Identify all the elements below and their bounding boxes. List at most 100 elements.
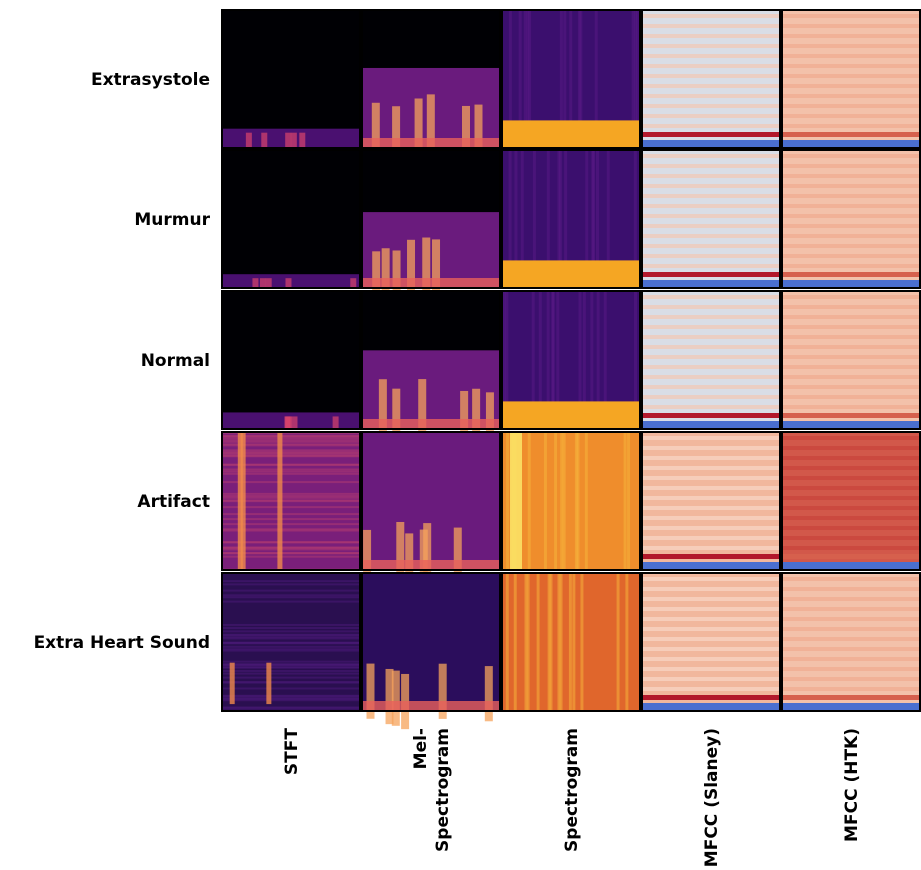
- border: [781, 572, 921, 712]
- noise: [222, 444, 360, 447]
- noise: [222, 672, 360, 675]
- border: [641, 9, 781, 149]
- stripe: [514, 150, 518, 288]
- noise: [222, 499, 360, 502]
- stripe: [782, 244, 920, 248]
- stripe: [642, 214, 780, 218]
- noise: [222, 443, 360, 446]
- stripe: [642, 84, 780, 88]
- stripe: [595, 150, 599, 288]
- border: [221, 431, 361, 571]
- stripe: [642, 577, 780, 581]
- stripe: [782, 546, 920, 550]
- stripe: [782, 114, 920, 118]
- stripe: [633, 150, 637, 288]
- stripe: [782, 446, 920, 450]
- stripe: [782, 577, 920, 581]
- spectrogram-image: [361, 290, 501, 448]
- stripe: [606, 150, 610, 288]
- border: [361, 149, 501, 289]
- burst: [460, 390, 469, 447]
- noise: [222, 453, 360, 456]
- spectrogram-image: [361, 149, 501, 307]
- noise: [222, 481, 360, 484]
- noise: [222, 634, 360, 637]
- base: [362, 560, 500, 570]
- stripe: [782, 496, 920, 500]
- stripe: [782, 234, 920, 238]
- stripe: [782, 335, 920, 339]
- stripe: [642, 667, 780, 671]
- stripe: [782, 466, 920, 470]
- stripe: [782, 536, 920, 540]
- spectrogram-image: [781, 9, 921, 149]
- stripe: [642, 506, 780, 510]
- stripe: [782, 174, 920, 178]
- noise: [222, 463, 360, 466]
- border: [361, 9, 501, 149]
- spectrogram-image: [361, 572, 501, 730]
- noise: [222, 627, 360, 630]
- blue-base: [782, 421, 920, 429]
- spectrogram-image: [781, 572, 921, 712]
- border: [781, 9, 921, 149]
- stripe: [625, 573, 629, 711]
- spectrogram-image: [641, 9, 781, 149]
- red-line: [642, 554, 780, 559]
- stripe: [568, 573, 572, 711]
- border: [501, 290, 641, 430]
- stripe: [642, 587, 780, 591]
- stripe: [642, 184, 780, 188]
- stripe: [782, 124, 920, 128]
- stripe: [569, 10, 573, 148]
- stripe: [523, 10, 527, 148]
- stripe: [559, 10, 563, 148]
- stripe: [642, 24, 780, 28]
- stripe: [642, 546, 780, 550]
- stripe: [642, 164, 780, 168]
- stripe: [532, 150, 536, 288]
- stripe: [782, 44, 920, 48]
- blue-base: [782, 562, 920, 570]
- column-label: MFCC (Slaney): [702, 728, 722, 867]
- stripe: [580, 573, 584, 711]
- stripe: [642, 174, 780, 178]
- spectrogram-image: [781, 290, 921, 430]
- stripe: [642, 34, 780, 38]
- stripe: [782, 345, 920, 349]
- band: [502, 260, 640, 288]
- stripe: [642, 355, 780, 359]
- red-line: [642, 272, 780, 277]
- noise: [222, 449, 360, 452]
- stripe: [782, 104, 920, 108]
- stripe: [590, 291, 594, 429]
- stripe: [642, 234, 780, 238]
- column-label: Spectrogram: [562, 728, 582, 852]
- base: [362, 701, 500, 711]
- border: [501, 572, 641, 712]
- spectrogram-image: [641, 290, 781, 430]
- stripe: [642, 516, 780, 520]
- burst: [371, 102, 380, 158]
- noise: [222, 698, 360, 701]
- row-label: Extra Heart Sound: [34, 633, 210, 653]
- stripe: [782, 617, 920, 621]
- stripe: [782, 295, 920, 299]
- noise: [222, 589, 360, 592]
- stripe: [635, 10, 639, 148]
- stripe: [642, 204, 780, 208]
- stripe: [594, 10, 598, 148]
- border: [781, 290, 921, 430]
- stripe: [642, 44, 780, 48]
- stripe: [642, 264, 780, 268]
- burst: [392, 106, 401, 162]
- burst: [396, 521, 405, 578]
- blue-base: [642, 562, 780, 570]
- stripe: [623, 432, 627, 570]
- stripe: [576, 432, 580, 570]
- stripe: [560, 432, 564, 570]
- noise: [222, 663, 360, 666]
- stripe: [642, 335, 780, 339]
- blue-base: [782, 280, 920, 288]
- noise: [222, 452, 360, 455]
